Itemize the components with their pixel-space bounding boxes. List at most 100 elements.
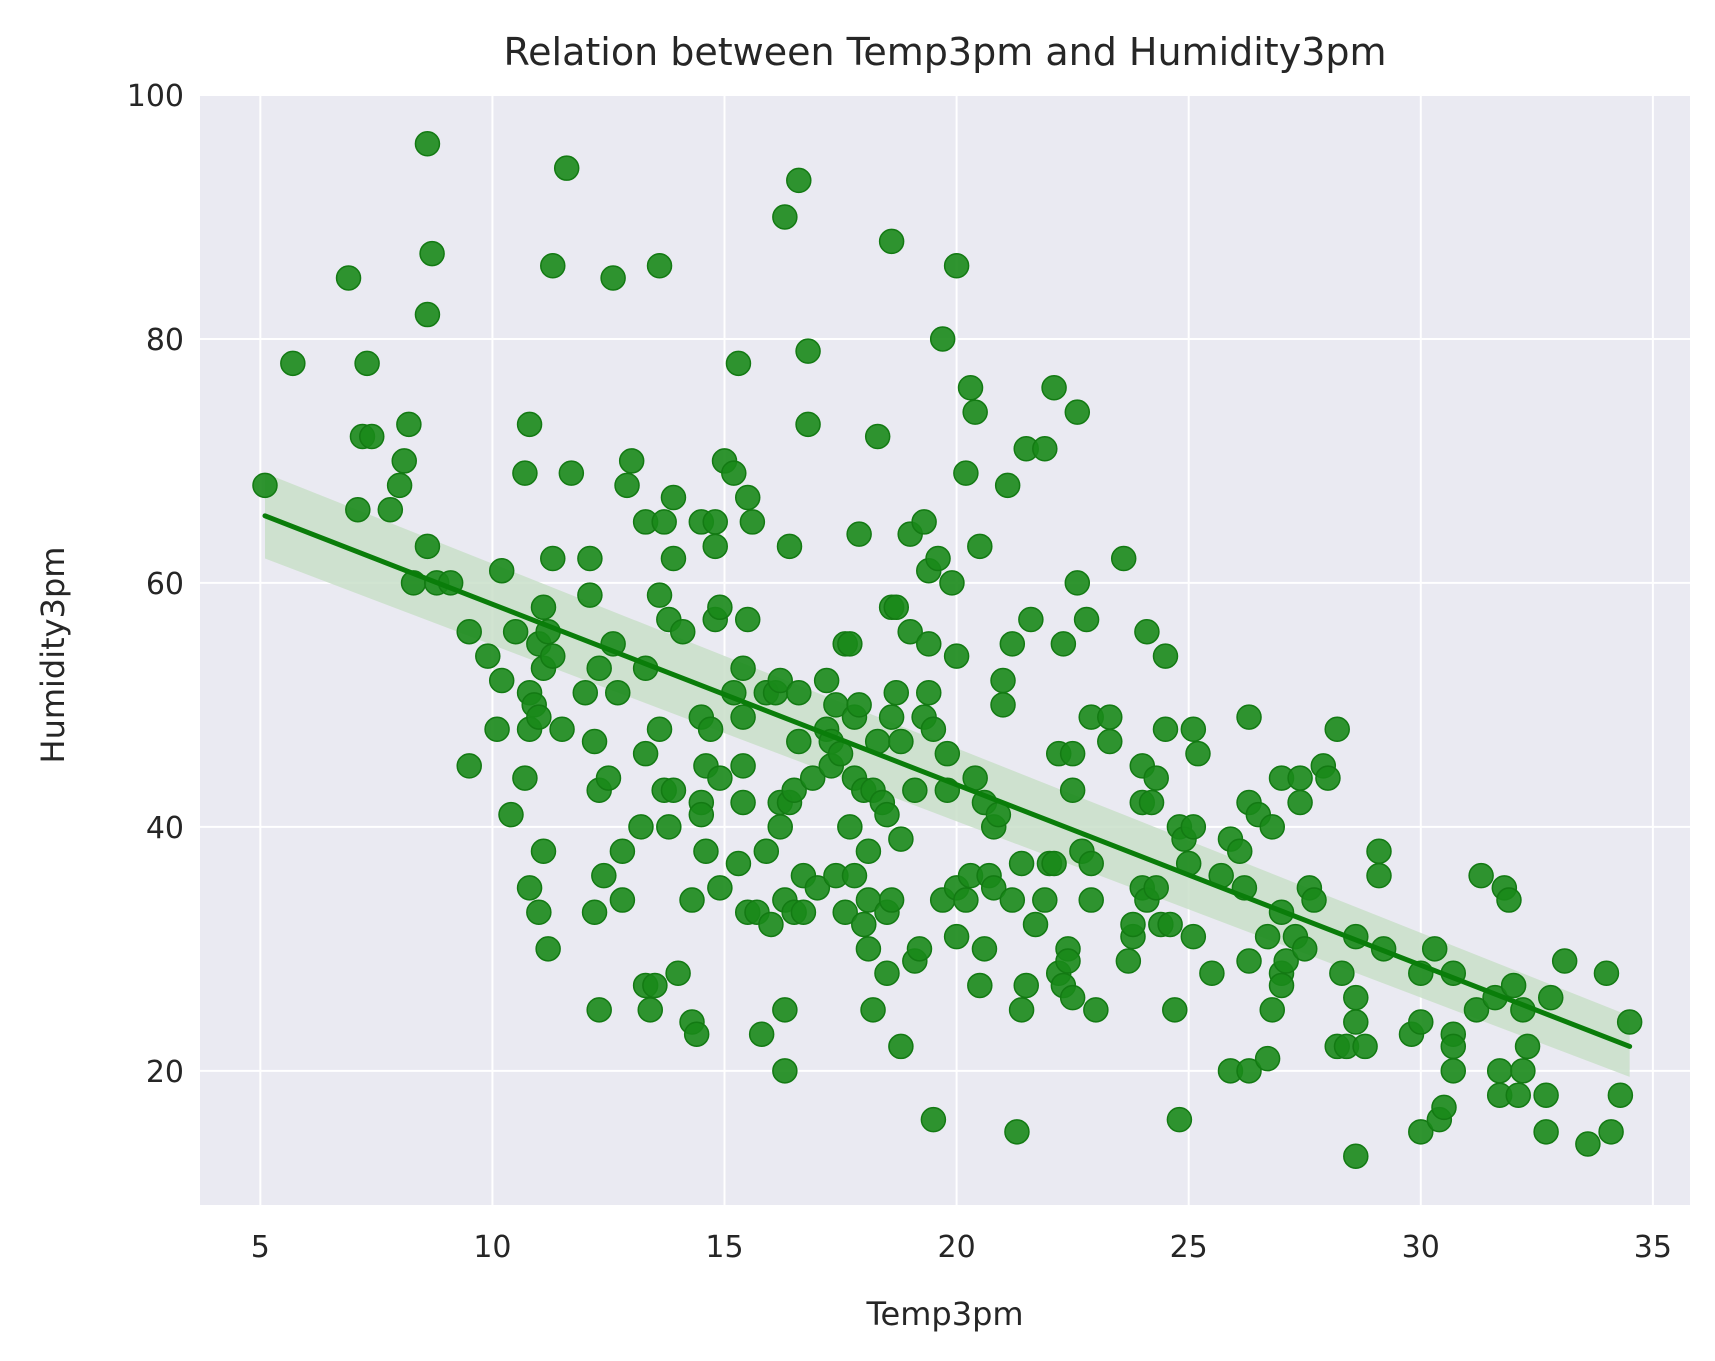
data-point [1343, 984, 1369, 1011]
data-point [614, 472, 640, 499]
data-point [335, 265, 362, 291]
data-point [1431, 1094, 1457, 1121]
data-point [999, 631, 1026, 657]
data-point [1301, 887, 1327, 913]
data-point [1008, 997, 1035, 1023]
data-point [595, 765, 622, 791]
data-point [1041, 850, 1067, 877]
data-point [1180, 716, 1207, 743]
data-point [758, 911, 784, 938]
data-point [1440, 1058, 1467, 1084]
data-point [878, 704, 905, 730]
data-point [994, 472, 1021, 499]
data-point [1273, 948, 1299, 974]
data-point [1315, 765, 1341, 791]
data-point [1162, 997, 1188, 1023]
data-point [1537, 984, 1564, 1011]
data-point [1041, 374, 1067, 401]
data-point [512, 765, 538, 791]
data-point [953, 887, 979, 913]
data-point [786, 679, 812, 706]
data-point [999, 887, 1026, 913]
data-point [632, 740, 659, 767]
data-point [957, 374, 984, 401]
data-point [1496, 887, 1522, 913]
data-point [1505, 1082, 1532, 1108]
data-point [990, 692, 1016, 718]
data-point [772, 204, 798, 230]
data-point [1008, 850, 1035, 877]
data-point [1050, 631, 1077, 657]
data-point [605, 679, 631, 706]
data-point [646, 582, 673, 608]
data-point [753, 838, 780, 865]
x-tick-label: 20 [938, 1230, 976, 1265]
data-point [1138, 789, 1165, 816]
data-point [1032, 887, 1058, 913]
data-point [1329, 960, 1355, 986]
data-point [730, 655, 756, 682]
data-point [953, 460, 979, 486]
data-point [772, 1058, 798, 1084]
data-point [1268, 972, 1295, 999]
data-point [1097, 728, 1123, 755]
data-point [721, 460, 747, 486]
y-tick-label: 80 [146, 323, 184, 358]
data-point [939, 570, 965, 596]
data-point [1421, 936, 1448, 962]
y-tick-label: 20 [146, 1055, 184, 1090]
data-point [1078, 887, 1104, 913]
data-point [651, 509, 677, 535]
data-point [577, 582, 603, 608]
data-point [813, 667, 840, 694]
data-point [781, 777, 807, 804]
data-point [1440, 1033, 1467, 1060]
data-point [1236, 948, 1262, 974]
data-point [628, 814, 654, 840]
data-point [1059, 984, 1086, 1011]
data-point [1408, 1119, 1434, 1145]
data-point [600, 265, 626, 291]
data-point [1078, 850, 1104, 877]
data-point [897, 618, 923, 645]
data-point [967, 533, 993, 560]
data-point [1120, 911, 1146, 938]
data-point [1059, 740, 1086, 767]
data-point [1593, 960, 1620, 986]
data-point [618, 448, 645, 474]
data-point [642, 972, 668, 999]
data-point [553, 155, 580, 181]
data-point [883, 679, 910, 706]
data-point [530, 838, 557, 865]
data-point [683, 1021, 710, 1047]
data-point [1510, 1058, 1536, 1084]
data-point [786, 728, 812, 755]
data-point [888, 728, 914, 755]
data-point [767, 814, 793, 840]
data-point [419, 240, 445, 267]
data-point [656, 814, 682, 840]
data-point [688, 801, 715, 828]
data-point [725, 850, 752, 877]
data-point [377, 496, 404, 523]
data-point [929, 326, 956, 352]
data-point [1152, 643, 1179, 669]
data-point [609, 887, 636, 913]
data-point [707, 594, 733, 621]
data-point [391, 448, 417, 474]
data-point [730, 753, 756, 779]
data-point [1533, 1082, 1559, 1108]
data-point [1073, 606, 1100, 633]
data-point [874, 801, 900, 828]
data-point [535, 936, 561, 962]
data-point [980, 875, 1007, 901]
data-point [707, 765, 733, 791]
data-point [1616, 1009, 1643, 1035]
data-point [804, 875, 831, 901]
data-point [669, 618, 696, 645]
data-point [864, 423, 891, 450]
data-point [799, 765, 826, 791]
data-point [1199, 960, 1225, 986]
data-point [1575, 1131, 1601, 1157]
